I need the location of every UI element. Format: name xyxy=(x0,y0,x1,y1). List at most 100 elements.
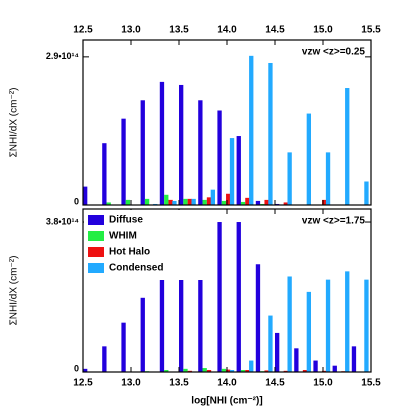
x-tick-label: 12.5 xyxy=(73,25,93,36)
bar xyxy=(283,202,288,205)
bar xyxy=(255,200,261,205)
legend-label: WHIM xyxy=(109,231,137,242)
bar xyxy=(102,143,107,205)
y-axis-label: ΣNHI/dX (cm⁻²) xyxy=(9,88,20,158)
legend-label: Condensed xyxy=(109,263,163,274)
bar xyxy=(144,198,150,205)
bar xyxy=(121,322,126,372)
bar xyxy=(264,199,269,205)
legend-label: Hot Halo xyxy=(109,247,150,258)
bar xyxy=(159,271,165,372)
bar xyxy=(164,370,169,372)
bar xyxy=(221,368,227,372)
bar xyxy=(249,360,254,372)
bar xyxy=(187,198,192,205)
bar xyxy=(179,84,184,205)
bar xyxy=(125,199,131,205)
bar xyxy=(168,199,173,205)
bar xyxy=(210,189,215,205)
y-tick-label: 3.8•10¹⁴ xyxy=(46,216,79,226)
bar xyxy=(198,232,203,372)
bar xyxy=(202,199,207,205)
bar xyxy=(198,100,203,205)
bar xyxy=(275,332,280,372)
bar xyxy=(140,297,145,372)
bar xyxy=(240,370,246,372)
bar xyxy=(102,346,107,372)
y-tick-label: 0 xyxy=(74,196,79,206)
legend-swatch xyxy=(88,263,104,273)
bar xyxy=(364,279,369,372)
bar xyxy=(159,81,165,205)
bar xyxy=(255,264,261,372)
bar xyxy=(313,360,318,372)
bar xyxy=(221,200,227,205)
bar xyxy=(202,368,207,372)
bar xyxy=(121,118,126,205)
bar xyxy=(345,88,350,205)
x-tick-label: 14.5 xyxy=(265,378,285,389)
x-tick-label: 13.5 xyxy=(169,25,189,36)
bar xyxy=(345,271,350,372)
bar xyxy=(191,198,196,205)
bar xyxy=(325,152,331,205)
x-tick-label: 15.5 xyxy=(361,25,381,36)
x-tick-label: 14.5 xyxy=(265,25,285,36)
bar xyxy=(249,55,254,206)
bar xyxy=(287,152,292,205)
bar xyxy=(217,222,222,372)
bar xyxy=(302,370,308,372)
y-tick-label: 0 xyxy=(74,363,79,373)
bar xyxy=(245,370,250,372)
x-tick-label: 15.0 xyxy=(313,378,333,389)
legend-swatch xyxy=(88,231,104,241)
bar xyxy=(306,113,311,205)
bar xyxy=(264,370,269,372)
x-axis-label: log[NHI (cm⁻²)] xyxy=(191,396,262,407)
bar xyxy=(172,200,177,205)
bar xyxy=(164,194,169,205)
bar xyxy=(294,348,299,372)
bar xyxy=(306,291,311,372)
bar xyxy=(322,199,327,205)
bar xyxy=(179,248,184,372)
x-tick-label: 15.5 xyxy=(361,378,381,389)
legend-swatch xyxy=(88,215,104,225)
x-tick-label: 12.5 xyxy=(73,378,93,389)
y-tick-label: 2.9•10¹⁴ xyxy=(46,51,79,61)
x-tick-label: 14.0 xyxy=(217,25,237,36)
bar xyxy=(351,346,357,372)
bar xyxy=(236,222,241,372)
legend-box xyxy=(84,210,206,280)
x-tick-label: 15.0 xyxy=(313,25,333,36)
bar xyxy=(287,276,292,372)
legend-swatch xyxy=(88,247,104,257)
bar xyxy=(364,181,369,205)
bar xyxy=(217,110,222,205)
bar xyxy=(83,368,88,372)
x-tick-label: 13.0 xyxy=(121,378,141,389)
bar xyxy=(183,198,188,205)
bar xyxy=(268,315,273,372)
y-axis-label: ΣNHI/dX (cm⁻²) xyxy=(9,256,20,326)
bar xyxy=(236,136,241,205)
bar xyxy=(183,368,188,372)
bar xyxy=(240,201,246,205)
bar xyxy=(332,365,337,372)
bar xyxy=(268,62,273,206)
bar xyxy=(229,370,235,372)
bar xyxy=(325,279,331,372)
annotation: vzw <z>=0.25 xyxy=(302,47,366,58)
bar xyxy=(226,369,231,372)
bar xyxy=(245,197,250,205)
legend-label: Diffuse xyxy=(109,215,143,226)
x-tick-label: 13.0 xyxy=(121,25,141,36)
bar xyxy=(206,197,212,205)
bar xyxy=(106,202,111,205)
bar xyxy=(229,138,235,205)
bar xyxy=(140,100,145,205)
x-tick-label: 13.5 xyxy=(169,378,189,389)
annotation: vzw <z>=1.75 xyxy=(302,216,366,227)
